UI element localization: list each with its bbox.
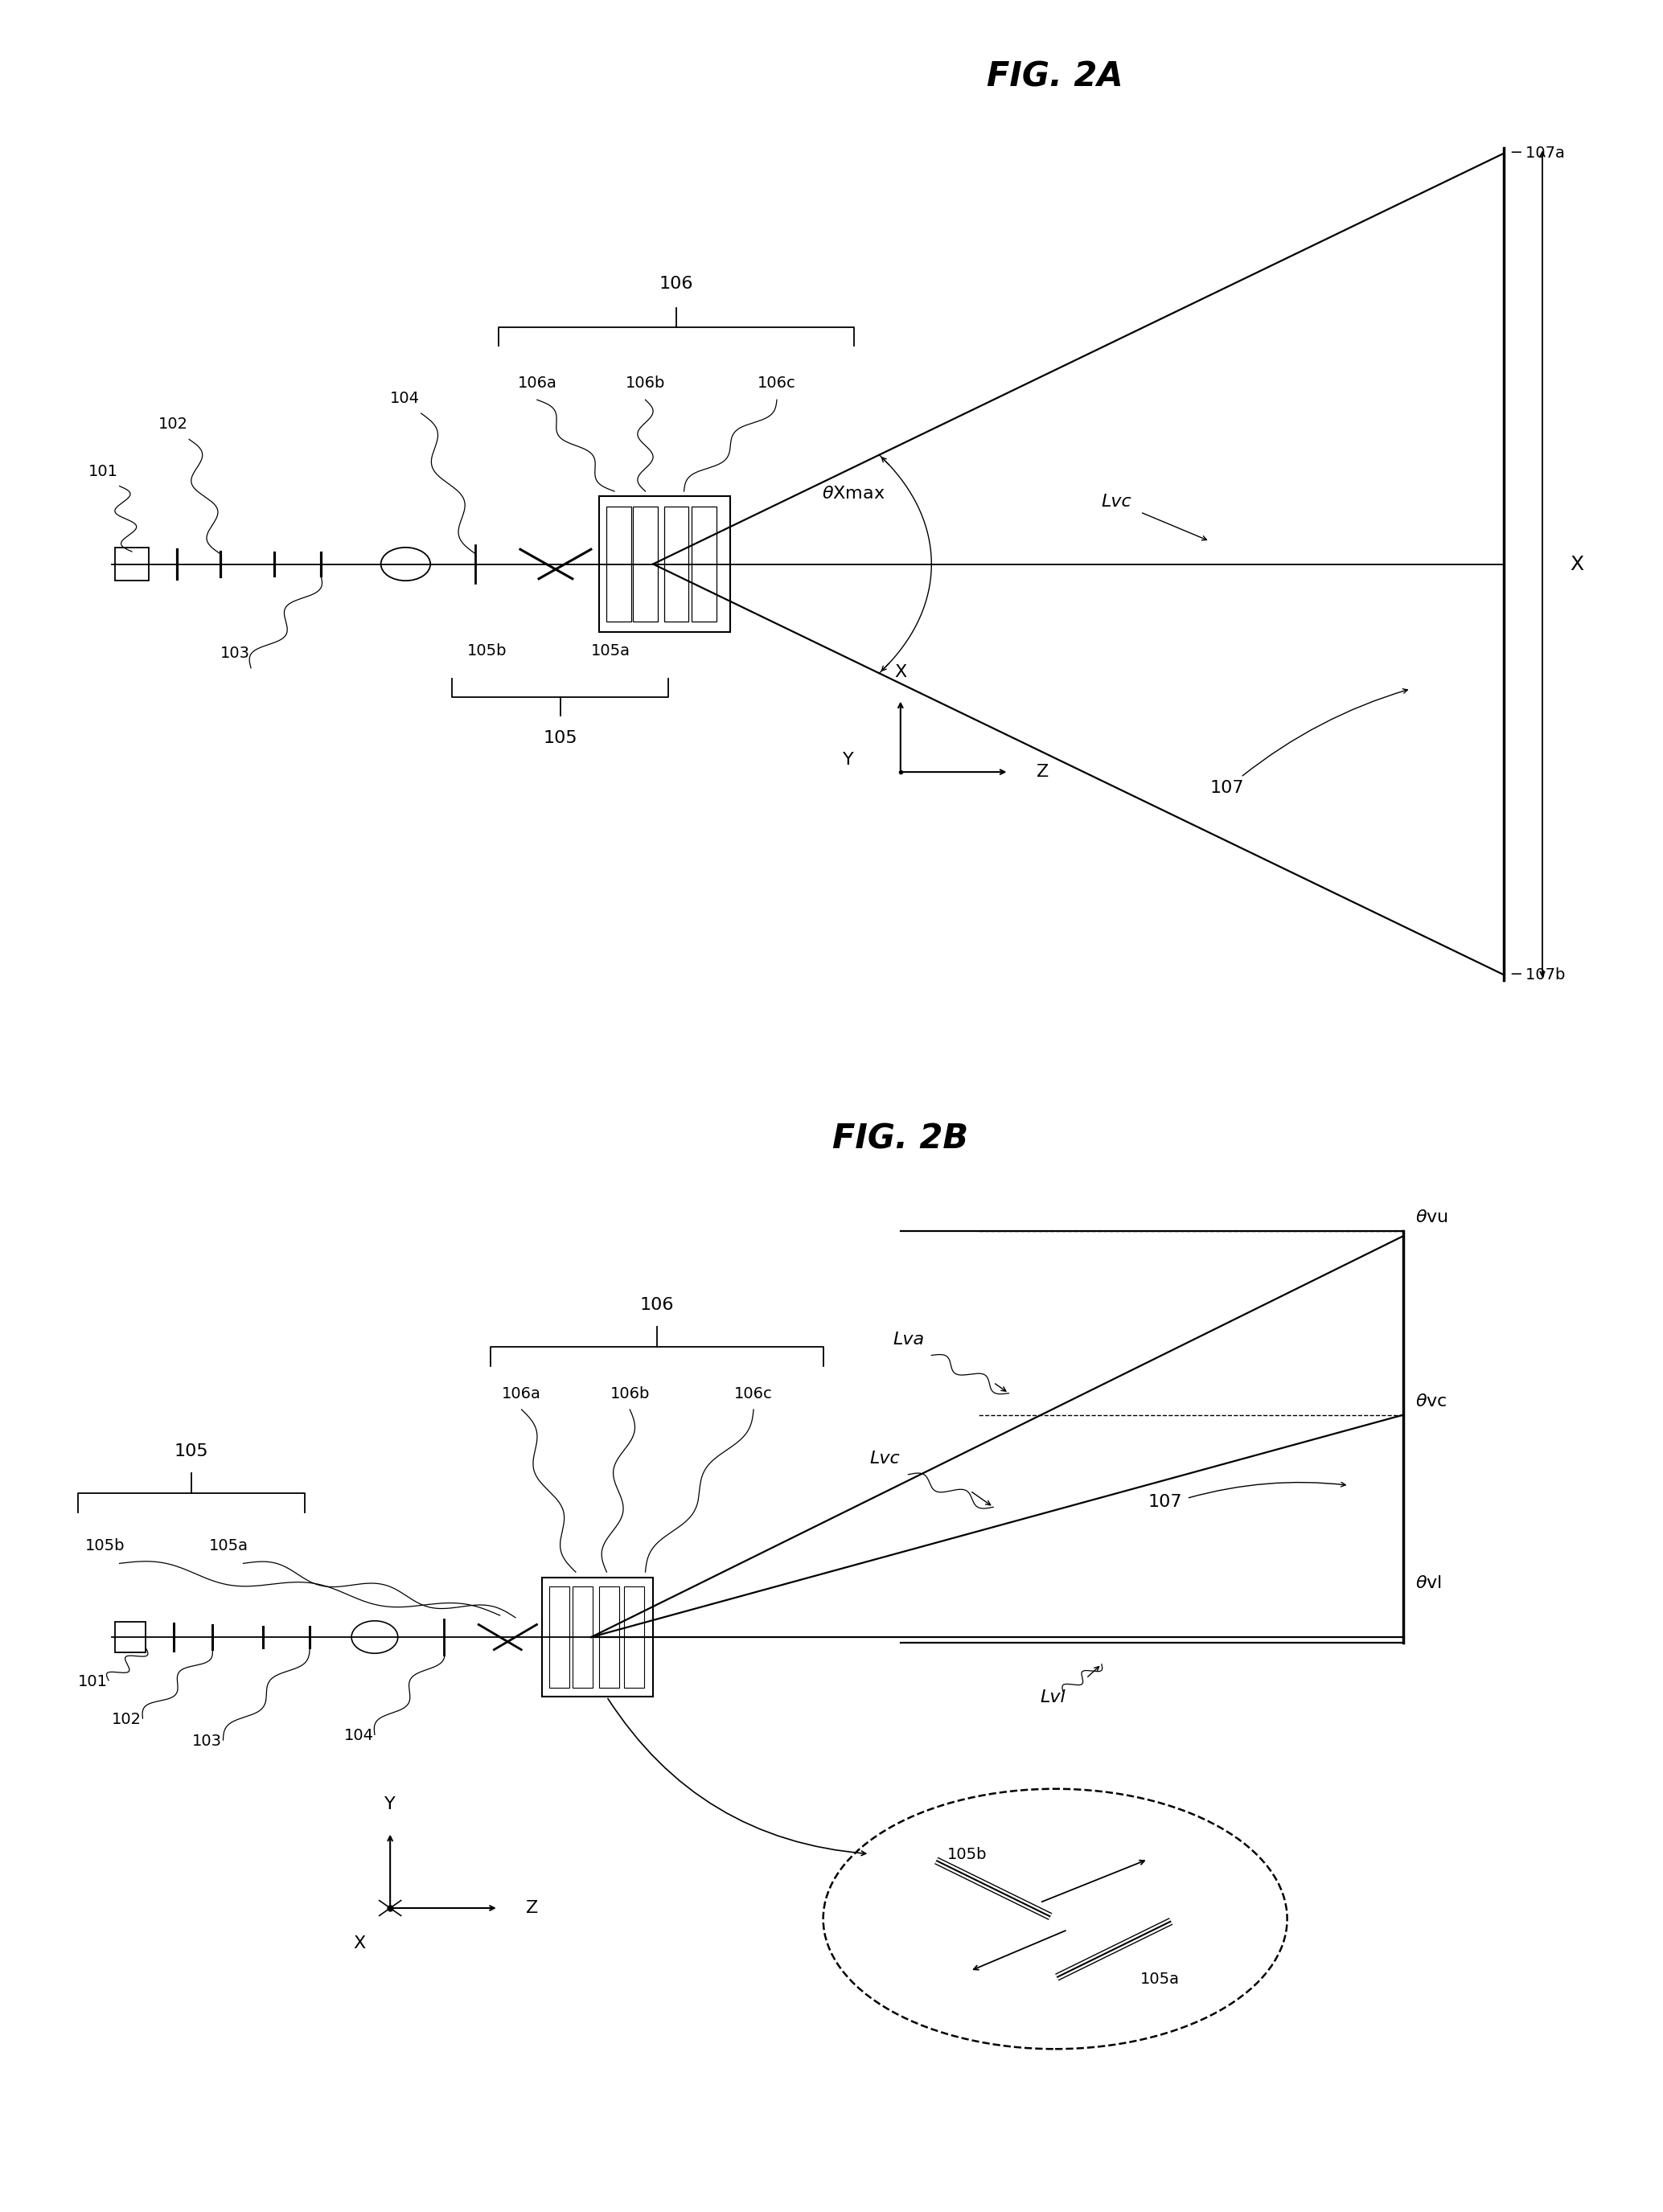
Bar: [692, 507, 717, 622]
Text: FIG. 2A: FIG. 2A: [986, 60, 1124, 93]
Text: Lvc: Lvc: [870, 1451, 900, 1467]
Text: 106a: 106a: [502, 1387, 540, 1402]
Text: FIG. 2B: FIG. 2B: [833, 1121, 968, 1157]
Bar: [599, 1586, 619, 1688]
Text: 106c: 106c: [758, 376, 797, 392]
Text: 104: 104: [391, 392, 419, 407]
Text: Z: Z: [1036, 763, 1049, 781]
Text: 105a: 105a: [1141, 1971, 1179, 1986]
Bar: [599, 495, 730, 633]
Text: 107: 107: [1147, 1493, 1182, 1511]
Text: Z: Z: [526, 1900, 539, 1916]
Text: $\theta$vc: $\theta$vc: [1415, 1394, 1447, 1409]
Text: 105b: 105b: [467, 644, 507, 659]
Text: 106a: 106a: [517, 376, 557, 392]
Text: X: X: [353, 1936, 366, 1951]
Text: Y: Y: [384, 1796, 396, 1812]
Text: 106b: 106b: [610, 1387, 650, 1402]
Text: 105a: 105a: [210, 1537, 248, 1553]
Text: ─ 107b: ─ 107b: [1512, 967, 1565, 982]
Text: 105b: 105b: [85, 1537, 125, 1553]
Text: Lvl: Lvl: [1039, 1690, 1064, 1705]
Bar: [624, 1586, 644, 1688]
Text: 107: 107: [1211, 781, 1244, 796]
Text: 101: 101: [88, 465, 118, 480]
Text: 106c: 106c: [735, 1387, 773, 1402]
Text: Lva: Lva: [893, 1332, 925, 1347]
Bar: [572, 1586, 592, 1688]
Text: Y: Y: [843, 752, 855, 768]
Text: Lvc: Lvc: [1101, 493, 1133, 511]
Text: 106: 106: [659, 276, 693, 292]
Text: 102: 102: [158, 416, 188, 431]
Text: X: X: [1570, 555, 1583, 573]
Text: 101: 101: [78, 1674, 108, 1690]
Text: 103: 103: [220, 646, 249, 661]
Text: 105: 105: [544, 730, 577, 745]
Text: 106b: 106b: [625, 376, 665, 392]
Text: 102: 102: [111, 1712, 141, 1728]
Text: ─ 107a: ─ 107a: [1512, 146, 1565, 161]
Bar: [549, 1586, 569, 1688]
Bar: [634, 507, 657, 622]
Text: 105a: 105a: [592, 644, 630, 659]
Text: 105: 105: [175, 1442, 208, 1460]
Bar: [542, 1577, 654, 1697]
Text: $\theta$vu: $\theta$vu: [1415, 1210, 1448, 1225]
Bar: [664, 507, 688, 622]
Text: 105b: 105b: [946, 1847, 986, 1863]
Text: 103: 103: [193, 1734, 221, 1750]
Text: 104: 104: [344, 1728, 374, 1743]
Text: $\theta$vl: $\theta$vl: [1415, 1575, 1442, 1590]
Bar: [115, 546, 150, 582]
Bar: [115, 1621, 146, 1652]
Text: $\theta$Xmax: $\theta$Xmax: [822, 487, 885, 502]
Text: 106: 106: [640, 1296, 674, 1314]
Bar: [607, 507, 632, 622]
Text: X: X: [895, 664, 906, 681]
